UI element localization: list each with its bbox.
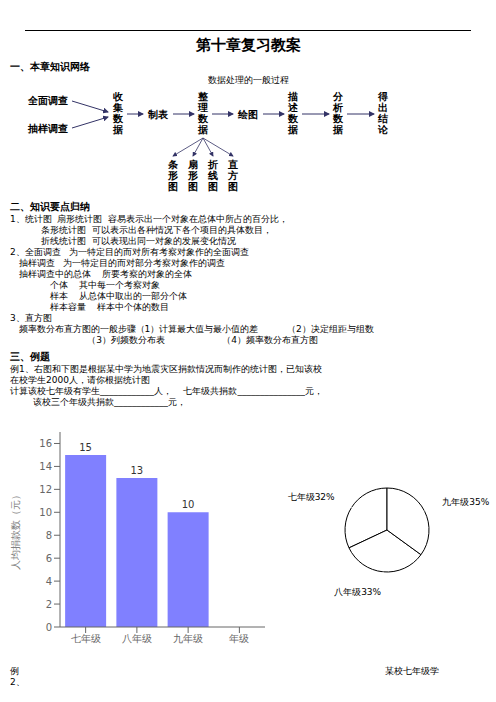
svg-text:条形图: 条形图 — [167, 159, 178, 192]
svg-text:八年级: 八年级 — [122, 633, 152, 644]
html-text:一、本章知识网络: 一、本章知识网络 — [10, 61, 90, 72]
html-text:第十章复习教案: 第十章复习教案 — [195, 36, 301, 54]
svg-text:得出结论: 得出结论 — [377, 91, 389, 135]
svg-text:4: 4 — [46, 576, 52, 587]
svg-text:13: 13 — [131, 465, 144, 476]
svg-text:2: 2 — [46, 599, 52, 610]
svg-text:10: 10 — [182, 499, 195, 510]
svg-text:整理数据: 整理数据 — [197, 91, 209, 135]
svg-text:折线图: 折线图 — [207, 159, 218, 192]
svg-text:16: 16 — [39, 438, 52, 449]
html-text:计算该校七年级有学生____________人， 七年级共捐: 计算该校七年级有学生____________人， 七年级共捐款_________… — [10, 386, 323, 396]
html-text:某校七年级学: 某校七年级学 — [385, 666, 439, 676]
html-text:频率数分布直方图的一般步骤（1）计算最大值与最小值的差 （2: 频率数分布直方图的一般步骤（1）计算最大值与最小值的差 （2）决定组距与组数 — [10, 324, 374, 334]
html-text:样本 从总体中取出的一部分个体: 样本 从总体中取出的一部分个体 — [10, 291, 188, 301]
svg-text:八年级33%: 八年级33% — [334, 587, 381, 597]
html-text:3、直方图: 3、直方图 — [10, 313, 52, 323]
svg-text:年级: 年级 — [229, 633, 249, 644]
html-text:个体 其中每一个考察对象: 个体 其中每一个考察对象 — [10, 280, 161, 290]
svg-text:15: 15 — [79, 442, 92, 453]
html-text:（3）列频数分布表 （4）频率数分布直方图: （3）列频数分布表 （4）频率数分布直方图 — [10, 335, 318, 345]
html-text:2、全面调查 为一特定目的而对所有考察对象作的全面调查: 2、全面调查 为一特定目的而对所有考察对象作的全面调查 — [10, 247, 250, 257]
svg-text:0: 0 — [46, 622, 52, 633]
svg-text:收集数据: 收集数据 — [112, 91, 124, 135]
svg-text:七年级32%: 七年级32% — [288, 492, 335, 502]
html-text:二、知识要点归纳: 二、知识要点归纳 — [10, 201, 90, 212]
html-text:1、统计图 扇形统计图 容易表示出一个对象在总体中所占的百分: 1、统计图 扇形统计图 容易表示出一个对象在总体中所占的百分比， — [10, 214, 289, 224]
svg-text:12: 12 — [39, 484, 52, 495]
html-text:数据处理的一般过程: 数据处理的一般过程 — [207, 75, 289, 85]
svg-text:七年级: 七年级 — [71, 633, 101, 644]
html-text:例 2、: 例 2、 — [10, 666, 25, 687]
svg-text:分析数据: 分析数据 — [332, 91, 344, 135]
svg-text:扇形图: 扇形图 — [187, 159, 198, 192]
html-text:条形统计图 可以表示出各种情况下各个项目的具体数目，: 条形统计图 可以表示出各种情况下各个项目的具体数目， — [10, 225, 273, 235]
svg-text:直方图: 直方图 — [227, 159, 238, 192]
html-text:折线统计图 可以表现出同一对象的发展变化情况: 折线统计图 可以表现出同一对象的发展变化情况 — [10, 236, 237, 246]
html-text:抽样调查中的总体 所要考察的对象的全体: 抽样调查中的总体 所要考察的对象的全体 — [10, 269, 192, 279]
svg-text:抽样调查: 抽样调查 — [27, 123, 68, 134]
html-text:三、例题: 三、例题 — [10, 351, 50, 362]
html-text:在校学生2000人，请你根据统计图: 在校学生2000人，请你根据统计图 — [10, 375, 150, 385]
html-text:抽样调查 为一特定目的而对部分考察对象作的调查: 抽样调查 为一特定目的而对部分考察对象作的调查 — [10, 258, 226, 268]
svg-text:8: 8 — [46, 530, 52, 541]
html-text:样本容量 样本中个体的数目: 样本容量 样本中个体的数目 — [10, 302, 170, 312]
svg-text:人均捐款数（元）: 人均捐款数（元） — [10, 490, 21, 570]
svg-text:10: 10 — [39, 507, 52, 518]
html-text:该校三个年级共捐款____________元，: 该校三个年级共捐款____________元， — [10, 397, 186, 407]
svg-text:九年级35%: 九年级35% — [442, 497, 488, 507]
svg-text:绘图: 绘图 — [237, 109, 258, 120]
svg-text:九年级: 九年级 — [173, 633, 203, 644]
svg-text:制表: 制表 — [147, 109, 169, 120]
svg-text:全面调查: 全面调查 — [27, 95, 68, 106]
svg-text:14: 14 — [39, 461, 52, 472]
svg-text:描述数据: 描述数据 — [287, 91, 299, 135]
svg-text:6: 6 — [46, 553, 52, 564]
html-text:例1、右图和下图是根据某中学为地震灾区捐款情况而制作的统计图: 例1、右图和下图是根据某中学为地震灾区捐款情况而制作的统计图，已知该校 — [10, 364, 322, 374]
